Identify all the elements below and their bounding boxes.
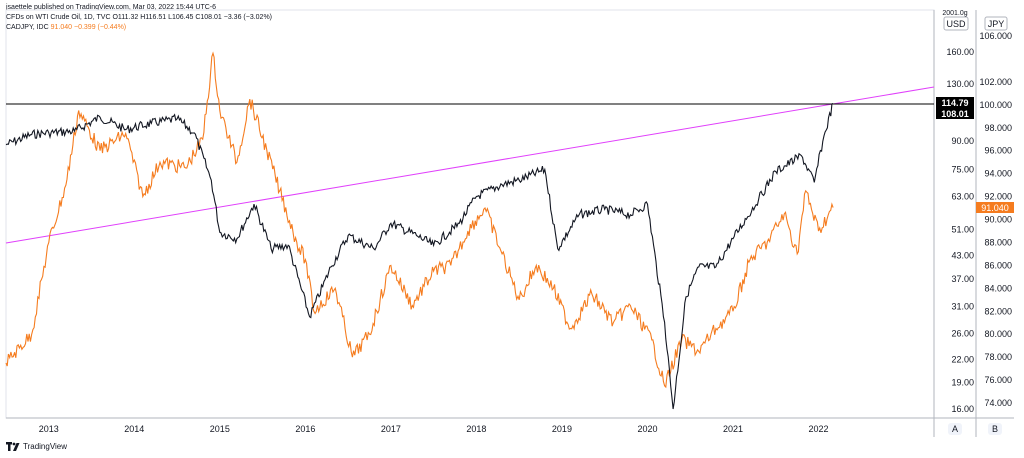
time-axis-tick-label: 2016 [295, 424, 315, 434]
right-axis-tick-label: 82.000 [984, 306, 1012, 316]
cadjpy-last-label-box [976, 202, 1014, 213]
right-axis-tick-label: 88.000 [984, 237, 1012, 247]
left-axis-tick-label: 31.00 [951, 301, 974, 311]
time-axis-tick-label: 2013 [39, 424, 59, 434]
right-axis-tick-label: 86.000 [984, 260, 1012, 270]
time-axis-tick-label: 2014 [124, 424, 144, 434]
left-axis-tick-label: 160.00 [946, 47, 974, 57]
auto-scale-left-label: A [952, 424, 958, 434]
cadjpy-legend[interactable]: CADJPY, IDC 91.040 −0.399 (−0.44%) [6, 23, 272, 33]
jpy-unit-label: JPY [988, 19, 1005, 29]
auto-scale-right-button[interactable] [988, 423, 1002, 435]
jpy-unit-box[interactable] [984, 16, 1008, 31]
right-axis-ticks: 106.000 102.000 100.000 98.000 96.000 94.000 9… [979, 31, 1012, 408]
left-axis-tick-label: 130.00 [946, 79, 974, 89]
oil-legend[interactable]: CFDs on WTI Crude Oil, 1D, TVC O111.32 H… [6, 14, 273, 21]
oil-high-label: 114.79 [941, 98, 968, 108]
oil-close-label: 108.01 [941, 109, 969, 119]
cadjpy-series-line [5, 51, 834, 389]
time-axis-tick-label: 2017 [381, 424, 401, 434]
left-axis-tick-label: 19.00 [951, 377, 974, 387]
right-axis-tick-label: 102.000 [979, 77, 1012, 87]
footer: TradingView [6, 442, 67, 451]
publisher-line: jsaettele published on TradingView.com, … [6, 4, 216, 11]
left-axis-tick-label: 16.00 [951, 404, 974, 414]
right-axis-tick-label: 84.000 [984, 283, 1012, 293]
left-axis-tick-label: 75.00 [951, 164, 974, 174]
left-unit-top: 2001.0g [942, 10, 967, 17]
right-axis-tick-label: 100.000 [979, 100, 1012, 110]
time-axis-ticks: 2013 2014 2015 2016 2017 2018 2019 2020 2021 2022 [39, 424, 829, 434]
footer-brand: TradingView [23, 442, 68, 451]
right-axis-tick-label: 98.000 [984, 123, 1012, 133]
time-axis-tick-label: 2015 [210, 424, 230, 434]
cadjpy-legend-values: 91.040 −0.399 (−0.44%) [50, 24, 127, 31]
auto-scale-left-button[interactable] [948, 423, 962, 435]
tradingview-logo-icon [6, 442, 20, 451]
right-axis-tick-label: 96.000 [984, 146, 1012, 156]
oil-close-label-box [936, 108, 974, 119]
time-axis-tick-label: 2020 [637, 424, 657, 434]
left-axis-tick-label: 63.00 [951, 192, 974, 202]
time-axis-tick-label: 2018 [466, 424, 486, 434]
left-axis-tick-label: 51.00 [951, 224, 974, 234]
ascending-trendline[interactable] [5, 86, 935, 244]
plot-frame [5, 9, 935, 419]
chart-header: jsaettele published on TradingView.com, … [6, 3, 272, 33]
left-axis-tick-label: 90.00 [951, 136, 974, 146]
right-axis-tick-label: 106.000 [979, 31, 1012, 41]
cadjpy-legend-name: CADJPY, IDC [6, 24, 49, 31]
left-axis-tick-label: 43.00 [951, 251, 974, 261]
left-axis-tick-label: 26.00 [951, 329, 974, 339]
usd-unit-label: USD [946, 19, 966, 29]
oil-high-label-box [936, 97, 974, 108]
right-axis-tick-label: 94.000 [984, 169, 1012, 179]
time-axis-tick-label: 2019 [552, 424, 572, 434]
auto-scale-right-label: B [992, 424, 998, 434]
right-axis-tick-label: 74.000 [984, 398, 1012, 408]
right-axis-tick-label: 92.000 [984, 192, 1012, 202]
cadjpy-last-label: 91.040 [981, 203, 1009, 213]
right-axis-tick-label: 80.000 [984, 329, 1012, 339]
usd-unit-box[interactable] [943, 16, 969, 31]
left-axis-tick-label: 22.00 [951, 355, 974, 365]
right-axis-tick-label: 76.000 [984, 375, 1012, 385]
time-axis-tick-label: 2021 [723, 424, 743, 434]
oil-series-line [5, 102, 834, 410]
time-axis-tick-label: 2022 [809, 424, 829, 434]
left-axis-ticks: 160.00 130.00 90.00 75.00 63.00 51.00 43.00 37.… [946, 47, 974, 414]
right-axis-tick-label: 90.000 [984, 215, 1012, 225]
right-axis-tick-label: 78.000 [984, 352, 1012, 362]
left-axis-tick-label: 37.00 [951, 274, 974, 284]
